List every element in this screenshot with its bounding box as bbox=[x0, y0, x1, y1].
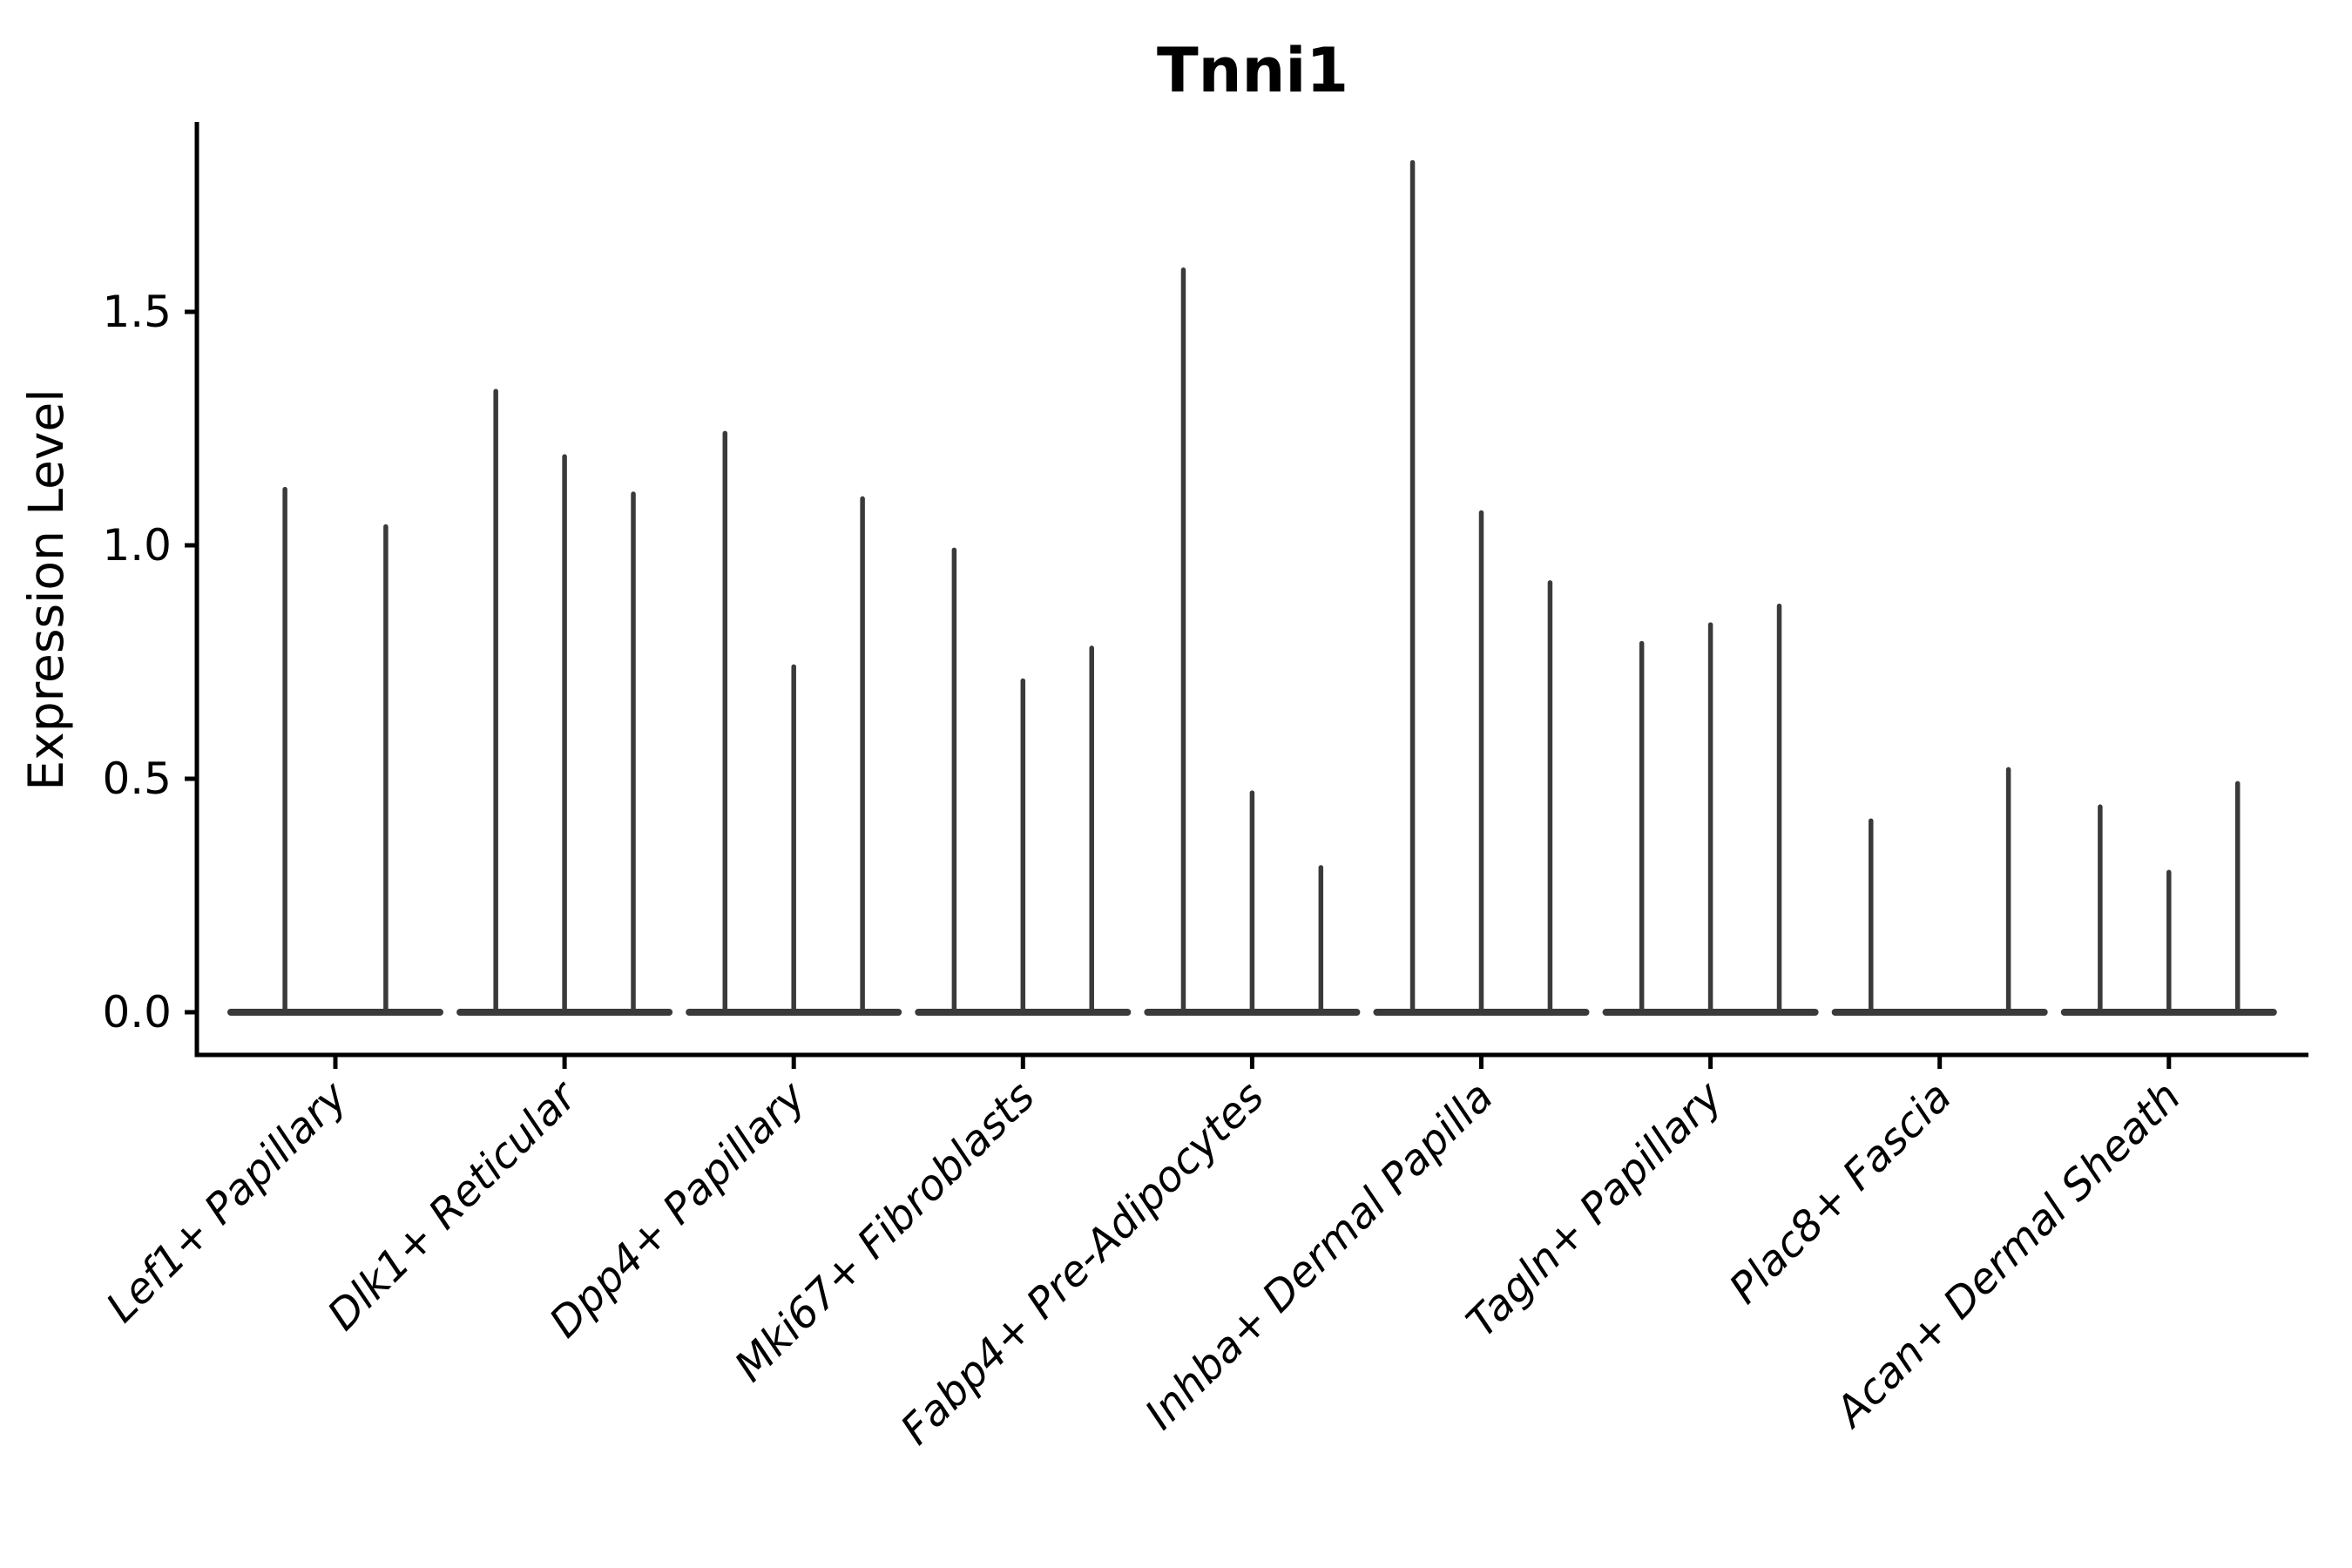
y-tick-label: 1.5 bbox=[102, 287, 172, 337]
y-axis-label: Expression Level bbox=[18, 389, 74, 790]
chart-title: Tnni1 bbox=[1157, 35, 1348, 106]
y-tick-label: 1.0 bbox=[102, 520, 172, 571]
violins-layer bbox=[227, 159, 2277, 1016]
x-tick-label: Dlk1+ Reticular bbox=[318, 1071, 588, 1341]
y-tick-label: 0.5 bbox=[102, 754, 172, 804]
x-tick-label: Tagln+ Papillary bbox=[1457, 1071, 1733, 1347]
x-tick-label: Lef1+ Papillary bbox=[97, 1071, 357, 1332]
y-tick-label: 0.0 bbox=[102, 987, 172, 1037]
y-axis-ticks: 0.0 0.5 1.0 1.5 bbox=[102, 287, 197, 1037]
x-tick-label: Dpp4+ Papillary bbox=[540, 1071, 815, 1347]
x-tick-label: Plac8+ Fascia bbox=[1720, 1072, 1962, 1314]
x-tick-label: Fabp4+ Pre-Adipocytes bbox=[891, 1072, 1274, 1455]
